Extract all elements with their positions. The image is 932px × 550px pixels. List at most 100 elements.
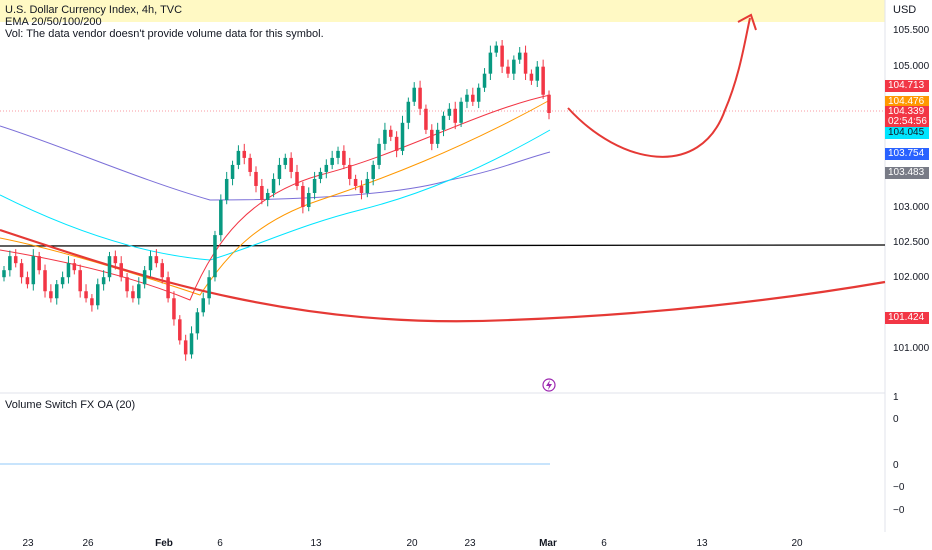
price-tag: 104.339 xyxy=(885,106,929,118)
candle-body xyxy=(148,256,153,271)
candle-body xyxy=(535,66,540,81)
x-tick: 23 xyxy=(464,538,476,549)
candle-body xyxy=(500,45,504,67)
candle-body xyxy=(2,270,6,278)
subpanel-tick: 0 xyxy=(893,414,899,425)
candle-body xyxy=(283,157,288,165)
currency-label: USD xyxy=(893,4,917,16)
candle-body xyxy=(96,284,100,306)
candle-body xyxy=(488,52,493,74)
ema-100-line xyxy=(0,129,551,261)
candle-body xyxy=(84,291,88,299)
candle-body xyxy=(195,312,200,334)
candle-body xyxy=(394,136,399,151)
candle-body xyxy=(25,277,30,285)
candle-body xyxy=(471,94,475,102)
candle-body xyxy=(90,298,94,306)
candle-body xyxy=(66,263,71,278)
candle-body xyxy=(19,263,24,278)
candle-body xyxy=(389,129,393,137)
price-tag: 103.754 xyxy=(885,148,929,160)
candle-body xyxy=(160,263,164,278)
candle-body xyxy=(506,66,510,74)
candle-body xyxy=(383,129,387,144)
candle-body xyxy=(306,192,311,208)
x-tick: 20 xyxy=(406,538,418,549)
candle-body xyxy=(119,263,123,278)
countdown-tag: 02:54:56 xyxy=(885,116,929,128)
candle-body xyxy=(347,164,352,179)
price-tag: 104.476 xyxy=(885,96,929,108)
projection-arrow xyxy=(567,17,751,158)
candle-body xyxy=(447,108,452,116)
candle-body xyxy=(224,178,229,201)
candle-body xyxy=(31,256,36,285)
candle-body xyxy=(359,185,364,193)
y-tick: 102.500 xyxy=(893,237,930,248)
candle-body xyxy=(43,270,47,292)
candle-body xyxy=(277,164,282,179)
price-tag: 103.483 xyxy=(885,167,929,179)
candles-group xyxy=(2,40,551,361)
x-tick: 6 xyxy=(601,538,607,549)
candle-body xyxy=(517,52,522,60)
ema-50-line xyxy=(0,99,551,296)
candle-body xyxy=(242,150,247,158)
candle-body xyxy=(453,108,457,123)
candle-body xyxy=(107,256,112,278)
candle-body xyxy=(254,171,258,186)
candle-body xyxy=(371,164,375,179)
candle-body xyxy=(154,256,159,264)
y-tick: 105.500 xyxy=(893,25,930,36)
candle-body xyxy=(459,101,463,123)
candle-body xyxy=(547,94,551,113)
candle-body xyxy=(13,256,18,264)
candle-body xyxy=(529,73,534,81)
candle-body xyxy=(424,108,428,130)
subpanel-label: Volume Switch FX OA (20) xyxy=(5,399,136,411)
subpanel-tick: −0 xyxy=(893,505,905,516)
subpanel-tick: −0 xyxy=(893,482,905,493)
candle-body xyxy=(166,277,170,299)
ema-200-line xyxy=(0,125,551,201)
candle-body xyxy=(353,178,358,186)
candle-body xyxy=(541,66,545,95)
candle-body xyxy=(201,298,206,313)
candle-body xyxy=(324,164,329,172)
candle-body xyxy=(482,73,487,88)
candle-body xyxy=(476,87,481,102)
y-tick: 101.000 xyxy=(893,343,930,354)
projection-arrow-head xyxy=(737,13,757,31)
candle-body xyxy=(523,52,528,74)
candle-body xyxy=(342,150,346,165)
candle-body xyxy=(441,115,446,130)
y-tick: 105.000 xyxy=(893,61,930,72)
candle-body xyxy=(465,94,469,102)
candle-body xyxy=(125,277,129,292)
candle-body xyxy=(494,45,499,53)
x-tick: 13 xyxy=(696,538,708,549)
x-tick: 26 xyxy=(82,538,94,549)
candle-body xyxy=(312,178,317,193)
candle-body xyxy=(265,192,270,201)
candle-body xyxy=(365,178,370,193)
candle-body xyxy=(183,340,188,355)
candle-body xyxy=(8,256,12,271)
candle-body xyxy=(101,277,106,285)
candle-body xyxy=(412,87,416,102)
price-tag: 104.045 xyxy=(885,127,929,139)
candle-body xyxy=(37,256,41,271)
candle-body xyxy=(113,256,118,264)
candle-body xyxy=(78,270,82,292)
candle-body xyxy=(236,150,241,165)
support-level-line xyxy=(0,244,886,247)
price-tag: 101.424 xyxy=(885,312,929,324)
candle-body xyxy=(207,277,211,299)
candle-body xyxy=(213,235,217,278)
candle-body xyxy=(260,185,264,201)
x-tick: Feb xyxy=(155,538,173,549)
candle-body xyxy=(219,200,223,236)
candle-body xyxy=(189,333,194,355)
price-tag: 104.713 xyxy=(885,80,929,92)
